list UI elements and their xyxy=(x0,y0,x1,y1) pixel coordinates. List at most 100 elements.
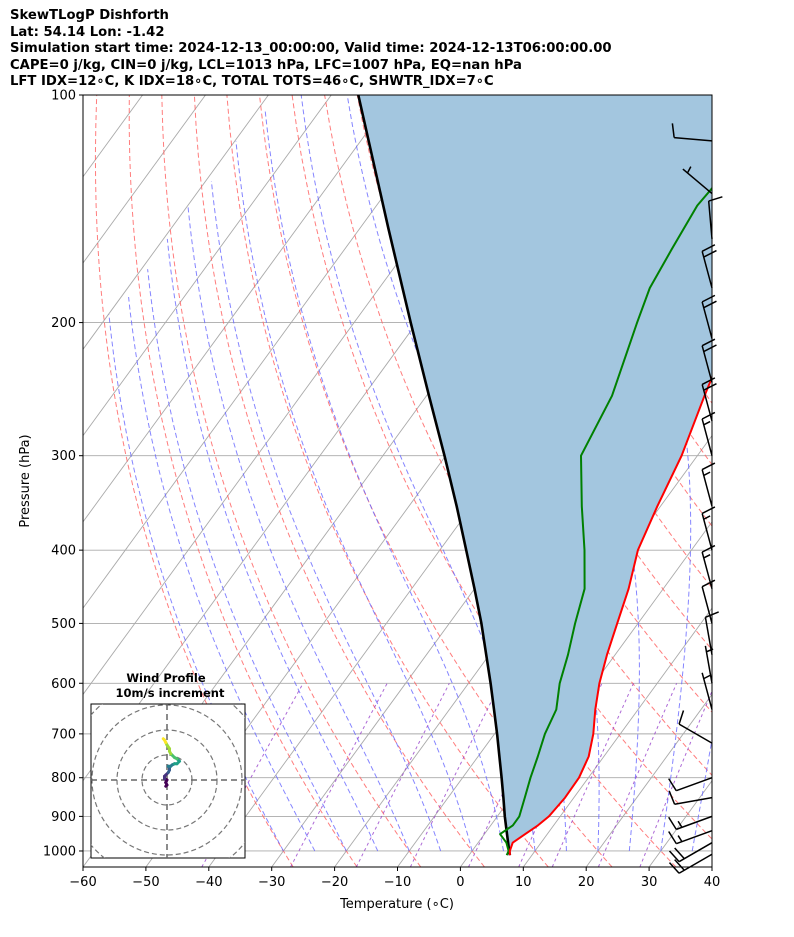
barb-flag xyxy=(671,123,675,138)
barb-staff xyxy=(701,418,713,456)
wind-barb xyxy=(701,411,716,456)
barb-flag xyxy=(701,506,716,515)
isotherm-line xyxy=(775,95,794,867)
profile-lines xyxy=(357,95,712,856)
barb-half-flag xyxy=(677,820,683,828)
moist-adiabat xyxy=(108,314,284,852)
x-tick-label: −20 xyxy=(321,875,348,890)
y-tick-label: 600 xyxy=(51,677,76,692)
wind-barb xyxy=(668,829,713,845)
barb-flag xyxy=(668,862,680,874)
y-tick-label: 1000 xyxy=(43,844,76,859)
dry-adiabat xyxy=(94,95,294,867)
x-axis-label: Temperature (∘C) xyxy=(339,897,454,912)
indices-line-2: LFT IDX=12∘C, K IDX=18∘C, TOTAL TOTS=46∘… xyxy=(10,74,494,90)
wind-barb xyxy=(701,294,717,339)
wind-barb xyxy=(701,244,717,289)
wind-barb xyxy=(704,645,714,684)
dry-adiabat xyxy=(193,95,485,867)
barb-staff xyxy=(701,586,713,624)
x-tick-label: 40 xyxy=(704,875,721,890)
wind-barb xyxy=(668,790,713,805)
barb-half-flag xyxy=(706,648,714,653)
y-tick-label: 900 xyxy=(51,810,76,825)
barb-flag xyxy=(703,383,717,391)
barb-half-flag xyxy=(677,835,683,843)
barb-flag xyxy=(674,859,685,871)
isotherm-line xyxy=(83,95,395,523)
barb-staff xyxy=(701,384,713,422)
chart-title-block: SkewTLogP Dishforth Lat: 54.14 Lon: -1.4… xyxy=(10,8,612,91)
dewpoint-line xyxy=(499,186,712,856)
axes: −60 −50 −40 −30 −20 −10 0 10 20 30 40 1000 900 800 700… xyxy=(43,89,720,891)
barb-flag xyxy=(674,847,685,860)
wind-barbs xyxy=(668,123,723,874)
barb-staff xyxy=(678,842,713,863)
x-tick-label: −60 xyxy=(69,875,96,890)
barb-flag xyxy=(703,249,717,258)
wind-barb xyxy=(701,377,717,422)
y-tick-label: 500 xyxy=(51,617,76,632)
hodograph-trace xyxy=(161,737,166,742)
barb-staff xyxy=(704,645,713,684)
y-tick-label: 200 xyxy=(51,316,76,331)
barb-staff xyxy=(701,251,713,289)
wind-barb xyxy=(707,196,723,239)
moist-adiabat xyxy=(264,110,504,852)
barb-staff xyxy=(678,723,713,744)
x-tick-label: −10 xyxy=(384,875,411,890)
mixing-ratio-line xyxy=(639,689,712,867)
barb-staff xyxy=(701,551,713,590)
barb-flag xyxy=(701,462,716,471)
barb-flag xyxy=(701,377,716,386)
barb-staff xyxy=(682,168,713,195)
barb-half-flag xyxy=(703,420,711,426)
barb-flag xyxy=(701,579,716,588)
dry-adiabat xyxy=(324,95,712,840)
barb-staff xyxy=(678,853,713,874)
moist-adiabat xyxy=(147,269,347,852)
temperature-line xyxy=(508,374,712,856)
barb-staff xyxy=(701,513,713,551)
wind-barb xyxy=(701,672,713,710)
barb-flag xyxy=(705,611,719,618)
barb-staff xyxy=(707,200,713,239)
barb-half-flag xyxy=(703,471,711,477)
barb-flag xyxy=(668,850,680,863)
isotherm-line xyxy=(585,693,712,867)
dry-adiabat xyxy=(291,95,677,867)
barb-flag xyxy=(668,831,677,845)
moist-adiabat xyxy=(724,95,794,851)
hodograph-subtitle: 10m/s increment xyxy=(116,686,225,700)
isotherm-line xyxy=(83,95,206,264)
moist-adiabat xyxy=(187,205,410,852)
wind-barb xyxy=(701,506,716,551)
barb-flag xyxy=(701,244,716,252)
barb-flag xyxy=(703,300,717,309)
barb-staff xyxy=(704,617,713,655)
wind-barb xyxy=(668,777,713,792)
barb-flag xyxy=(668,778,677,792)
barb-staff xyxy=(701,345,713,383)
barb-half-flag xyxy=(703,553,711,559)
wind-barb xyxy=(668,853,713,874)
chart-title: SkewTLogP Dishforth xyxy=(10,8,169,23)
y-tick-label: 800 xyxy=(51,771,76,786)
mixing-ratio-line xyxy=(409,683,501,867)
y-axis-label: Pressure (hPa) xyxy=(18,434,33,527)
x-tick-label: 20 xyxy=(578,875,595,890)
barb-flag xyxy=(701,411,716,420)
x-tick-label: −40 xyxy=(195,875,222,890)
dry-adiabat xyxy=(748,95,794,867)
wind-barb xyxy=(704,611,719,655)
dry-adiabat xyxy=(780,95,794,867)
dry-adiabat xyxy=(128,95,358,867)
y-tick-label: 300 xyxy=(51,449,76,464)
barb-flag xyxy=(701,294,716,303)
barb-staff xyxy=(676,829,713,845)
moist-adiabat xyxy=(235,140,473,852)
indices-line-1: CAPE=0 j/kg, CIN=0 j/kg, LCL=1013 hPa, L… xyxy=(10,57,522,73)
barb-staff xyxy=(674,136,713,142)
barb-half-flag xyxy=(686,166,692,174)
barb-flag xyxy=(703,344,717,353)
